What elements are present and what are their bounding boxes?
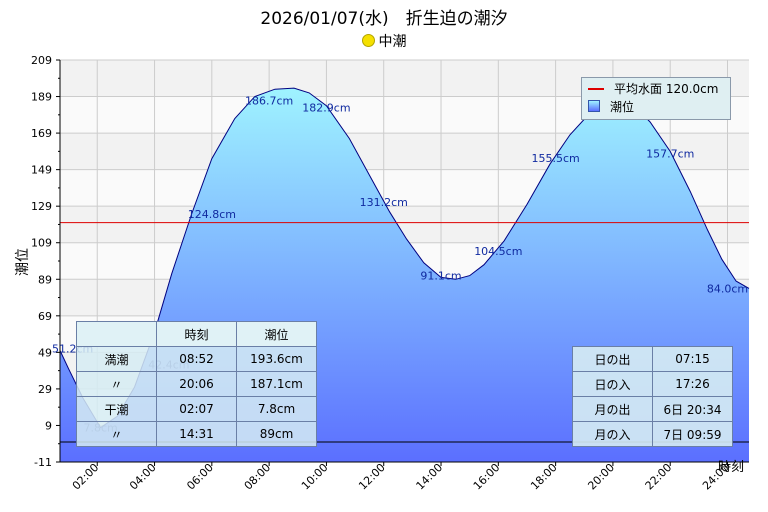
data-label: 124.8cm: [188, 208, 236, 221]
legend-mean-label: 平均水面 120.0cm: [614, 82, 719, 96]
y-tick-label: 69: [38, 310, 52, 323]
y-tick-label: 29: [38, 383, 52, 396]
table-row: 〃 14:31 89cm: [76, 421, 317, 447]
y-tick-label: 109: [31, 237, 52, 250]
data-label: 186.7cm: [245, 95, 293, 108]
table-cell: 14:31: [156, 421, 237, 447]
table-cell: 89cm: [236, 421, 317, 447]
y-tick-label: 149: [31, 164, 52, 177]
x-tick-label: 22:00: [643, 461, 675, 493]
data-label: 131.2cm: [360, 196, 408, 209]
header-cell: 潮位: [236, 321, 317, 347]
table-cell: 〃: [76, 421, 157, 447]
header-cell: 時刻: [156, 321, 237, 347]
x-tick-label: 14:00: [414, 461, 446, 493]
x-tick-label: 16:00: [471, 461, 503, 493]
data-label: 157.7cm: [646, 148, 694, 161]
table-cell: 月の入: [572, 421, 653, 447]
table-row: 〃 20:06 187.1cm: [76, 371, 317, 397]
table-cell: 満潮: [76, 346, 157, 372]
y-tick-label: -11: [34, 456, 52, 469]
table-cell: 7.8cm: [236, 396, 317, 422]
table-cell: 日の入: [572, 371, 653, 397]
x-tick-label: 04:00: [127, 461, 159, 493]
table-cell: 6日 20:34: [652, 396, 733, 422]
x-tick-label: 20:00: [585, 461, 617, 493]
y-tick-label: 129: [31, 200, 52, 213]
table-cell: 日の出: [572, 346, 653, 372]
y-tick-label: 49: [38, 346, 52, 359]
data-label: 91.1cm: [420, 269, 461, 282]
data-label: 84.0cm: [707, 282, 748, 295]
x-tick-label: 08:00: [242, 461, 274, 493]
table-cell: 20:06: [156, 371, 237, 397]
table-row: 月の出 6日 20:34: [572, 396, 733, 422]
tide-table-header: 時刻 潮位: [76, 321, 317, 347]
x-axis-title: 時刻: [718, 460, 744, 475]
x-tick-label: 12:00: [356, 461, 388, 493]
y-axis-title: 潮位: [15, 248, 31, 276]
chart-title: 2026/01/07(水) 折生迫の潮汐: [260, 9, 508, 29]
table-row: 干潮 02:07 7.8cm: [76, 396, 317, 422]
table-row: 日の出 07:15: [572, 346, 733, 372]
x-tick-label: 18:00: [528, 461, 560, 493]
moon-phase-label: 中潮: [378, 34, 407, 50]
table-row: 月の入 7日 09:59: [572, 421, 733, 447]
data-label: 104.5cm: [474, 245, 522, 258]
y-tick-label: 169: [31, 127, 52, 140]
legend-tide-label: 潮位: [610, 100, 635, 114]
table-cell: 07:15: [652, 346, 733, 372]
x-tick-label: 06:00: [184, 461, 216, 493]
header-cell: [76, 321, 157, 347]
y-tick-label: 89: [38, 273, 52, 286]
table-cell: 08:52: [156, 346, 237, 372]
table-row: 日の入 17:26: [572, 371, 733, 397]
tide-table: 時刻 潮位 満潮 08:52 193.6cm 〃 20:06 187.1cm 干…: [76, 321, 317, 447]
sun-moon-table: 日の出 07:15 日の入 17:26 月の出 6日 20:34 月の入 7日 …: [572, 346, 733, 447]
y-tick-label: 189: [31, 91, 52, 104]
data-label: 182.9cm: [302, 102, 350, 115]
x-tick-label: 02:00: [70, 461, 102, 493]
y-tick-label: 209: [31, 54, 52, 67]
table-cell: 干潮: [76, 396, 157, 422]
mean-level-swatch: [588, 88, 604, 90]
y-tick-label: 9: [45, 419, 52, 432]
x-tick-label: 10:00: [299, 461, 331, 493]
table-cell: 17:26: [652, 371, 733, 397]
table-cell: 02:07: [156, 396, 237, 422]
tide-swatch: [588, 100, 600, 112]
table-row: 満潮 08:52 193.6cm: [76, 346, 317, 372]
table-cell: 7日 09:59: [652, 421, 733, 447]
data-label: 155.5cm: [531, 152, 579, 165]
table-cell: 〃: [76, 371, 157, 397]
moon-phase-icon: [361, 34, 375, 47]
legend: 平均水面 120.0cm 潮位: [581, 77, 731, 120]
moon-phase: 中潮: [0, 31, 768, 51]
table-cell: 193.6cm: [236, 346, 317, 372]
table-cell: 月の出: [572, 396, 653, 422]
table-cell: 187.1cm: [236, 371, 317, 397]
